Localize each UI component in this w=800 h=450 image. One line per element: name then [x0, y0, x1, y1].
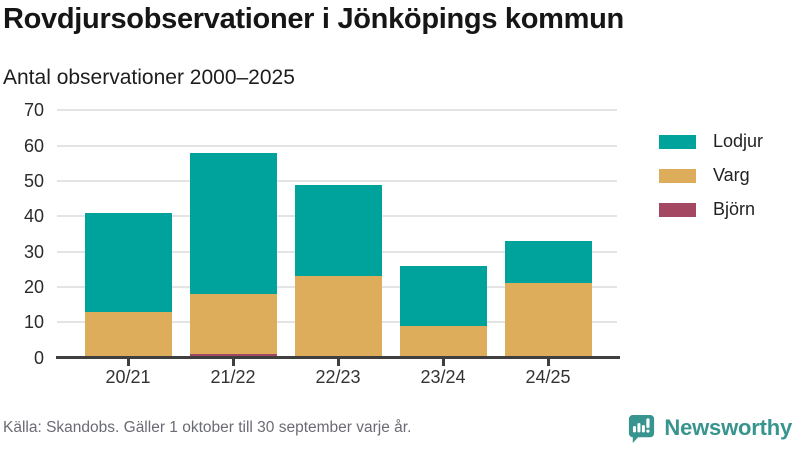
legend-swatch-björn	[659, 202, 696, 217]
gridline-70	[57, 109, 617, 112]
source-note: Källa: Skandobs. Gäller 1 oktober till 3…	[3, 419, 412, 436]
x-axis-baseline	[56, 356, 620, 359]
gridline-60	[57, 144, 617, 147]
y-axis-label: 60	[23, 135, 44, 156]
x-axis-label: 21/22	[210, 367, 256, 387]
footer: Källa: Skandobs. Gäller 1 oktober till 3…	[3, 411, 792, 445]
newsworthy-wordmark: Newsworthy	[664, 415, 792, 440]
legend-label: Björn	[713, 199, 756, 219]
newsworthy-logo: Newsworthy	[626, 413, 792, 444]
legend-item-varg: Varg	[659, 165, 763, 186]
legend-swatch-lodjur	[659, 134, 696, 149]
bar-segment-lodjur-24-25	[504, 241, 592, 284]
bar-segment-varg-24-25	[504, 283, 592, 358]
x-axis-label: 24/25	[525, 367, 571, 387]
x-axis-label: 23/24	[420, 367, 466, 387]
y-axis-label: 30	[23, 241, 44, 262]
y-axis-label: 10	[23, 312, 44, 333]
legend-label: Lodjur	[713, 131, 764, 151]
bar-segment-varg-20-21	[84, 311, 172, 358]
y-axis-label: 20	[23, 276, 44, 297]
y-axis-label: 0	[33, 347, 44, 368]
bar-segment-varg-21-22	[189, 293, 277, 354]
bar-segment-lodjur-20-21	[84, 212, 172, 312]
gridline-50	[57, 180, 617, 182]
x-axis-tick	[546, 359, 550, 366]
x-axis-tick	[336, 359, 340, 366]
x-axis-tick	[231, 359, 235, 366]
page-title: Rovdjursobservationer i Jönköpings kommu…	[3, 3, 624, 35]
legend-swatch-varg	[659, 168, 696, 183]
bar-segment-lodjur-21-22	[189, 152, 277, 294]
y-axis-label: 70	[23, 100, 44, 121]
newsworthy-chart-bubble-icon	[626, 413, 657, 444]
legend: Lodjur Varg Björn	[659, 131, 763, 233]
bar-segment-varg-22-23	[294, 276, 382, 358]
bar-segment-varg-23-24	[399, 325, 487, 358]
legend-label: Varg	[713, 165, 750, 185]
y-axis-label: 50	[23, 171, 44, 191]
legend-item-lodjur: Lodjur	[659, 131, 763, 152]
bar-segment-lodjur-23-24	[399, 265, 487, 326]
chart-subtitle: Antal observationer 2000–2025	[3, 66, 295, 89]
legend-item-björn: Björn	[659, 199, 763, 220]
x-axis-label: 20/21	[105, 367, 151, 387]
bar-segment-björn-21-22	[189, 353, 277, 358]
bar-segment-lodjur-22-23	[294, 184, 382, 277]
stacked-bar-chart: 0 10 20 30 40 50 60 70 20/21 21/22 22/23 23/24 24/25…	[0, 100, 800, 400]
x-axis-tick	[441, 359, 445, 366]
x-axis-label: 22/23	[315, 367, 361, 387]
x-axis-tick	[126, 359, 130, 366]
y-axis-label: 40	[23, 206, 44, 227]
